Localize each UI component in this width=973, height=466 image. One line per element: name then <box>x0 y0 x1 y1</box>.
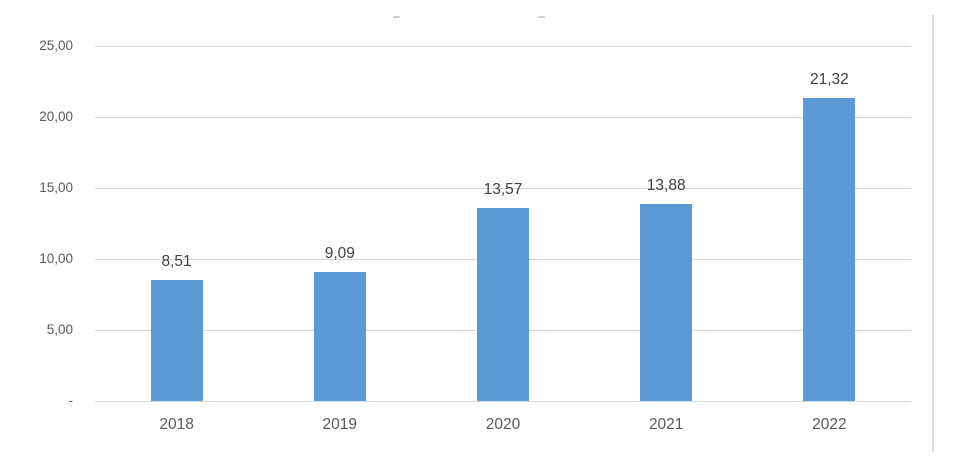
x-axis-tick-label: 2018 <box>159 416 194 433</box>
y-axis-tick-label: 25,00 <box>39 38 73 53</box>
bar-2022 <box>803 98 856 401</box>
gridline <box>95 45 911 47</box>
title-artifact-mark <box>538 16 545 18</box>
y-axis-tick-label: 15,00 <box>39 180 73 195</box>
bar-value-label: 9,09 <box>324 244 355 262</box>
y-axis-tick-label: 20,00 <box>39 109 73 124</box>
bar-value-label: 13,88 <box>646 176 686 194</box>
x-axis-tick-label: 2022 <box>812 416 847 433</box>
x-axis-tick-label: 2019 <box>322 416 358 433</box>
bar-2018 <box>150 280 203 401</box>
x-axis-tick-label: 2021 <box>648 416 684 433</box>
gridline <box>95 400 911 402</box>
y-axis-tick-label: 10,00 <box>39 251 73 266</box>
y-axis-tick-label: 5,00 <box>46 322 73 337</box>
gridline <box>95 187 911 189</box>
x-axis-tick-label: 2020 <box>485 416 521 433</box>
bar-2021 <box>640 203 693 401</box>
bar-2020 <box>477 208 529 401</box>
bar-value-label: 8,51 <box>161 253 192 271</box>
title-artifact-mark <box>393 16 400 18</box>
y-axis-tick-label: - <box>68 393 74 408</box>
bar-2019 <box>313 271 366 401</box>
pane-border-line <box>932 15 934 452</box>
bar-value-label: 21,32 <box>809 71 849 89</box>
bar-value-label: 13,57 <box>483 181 523 199</box>
gridline <box>95 116 911 118</box>
